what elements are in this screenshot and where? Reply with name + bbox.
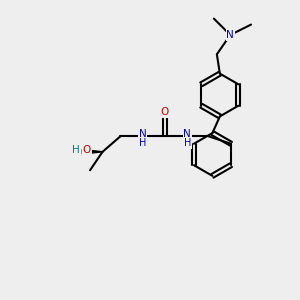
Text: N: N: [183, 129, 191, 139]
Text: O: O: [161, 107, 169, 117]
Text: H: H: [72, 145, 80, 155]
Text: H: H: [139, 138, 146, 148]
Text: O: O: [83, 145, 91, 155]
Text: N: N: [139, 129, 146, 139]
Text: H: H: [184, 138, 191, 148]
Text: N: N: [226, 30, 234, 40]
Polygon shape: [82, 149, 103, 154]
